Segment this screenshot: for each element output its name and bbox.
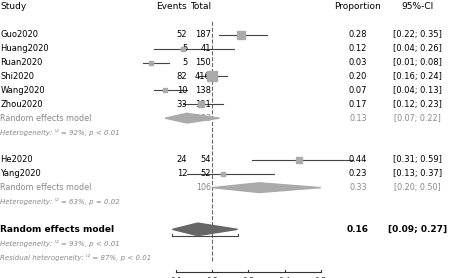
- Polygon shape: [173, 223, 237, 236]
- Text: 0.03: 0.03: [348, 58, 367, 67]
- Text: Random effects model: Random effects model: [0, 114, 92, 123]
- Text: 0.20: 0.20: [349, 72, 367, 81]
- Text: 0.4: 0.4: [279, 277, 291, 278]
- Text: 24: 24: [177, 155, 187, 164]
- Text: 1123: 1123: [191, 114, 211, 123]
- Text: 0.07: 0.07: [348, 86, 367, 95]
- Text: 138: 138: [195, 86, 211, 95]
- Text: 0.1: 0.1: [170, 277, 182, 278]
- Text: Ruan2020: Ruan2020: [0, 58, 43, 67]
- Text: 0.12: 0.12: [349, 44, 367, 53]
- Text: 187: 187: [195, 30, 211, 39]
- Text: 0.33: 0.33: [349, 183, 366, 192]
- Text: 0.28: 0.28: [348, 30, 367, 39]
- Text: 0.16: 0.16: [347, 225, 369, 234]
- Text: Huang2020: Huang2020: [0, 44, 49, 53]
- Text: [0.04; 0.26]: [0.04; 0.26]: [392, 44, 442, 53]
- Text: Guo2020: Guo2020: [0, 30, 38, 39]
- Text: Heterogeneity: ᴵ² = 92%, p < 0.01: Heterogeneity: ᴵ² = 92%, p < 0.01: [0, 128, 120, 136]
- Text: 10: 10: [177, 86, 187, 95]
- Text: [0.13; 0.37]: [0.13; 0.37]: [392, 169, 442, 178]
- Text: 0.44: 0.44: [349, 155, 367, 164]
- Text: Heterogeneity: ᴵ² = 63%, p = 0.02: Heterogeneity: ᴵ² = 63%, p = 0.02: [0, 198, 120, 205]
- Text: Zhou2020: Zhou2020: [0, 100, 43, 109]
- Text: 416: 416: [195, 72, 211, 81]
- Text: 54: 54: [201, 155, 211, 164]
- Text: 191: 191: [195, 100, 211, 109]
- Text: Proportion: Proportion: [335, 3, 381, 11]
- Text: 5: 5: [182, 58, 187, 67]
- Text: [0.22; 0.35]: [0.22; 0.35]: [392, 30, 442, 39]
- Text: Yang2020: Yang2020: [0, 169, 41, 178]
- Text: [0.20; 0.50]: [0.20; 0.50]: [394, 183, 440, 192]
- Text: 0.17: 0.17: [348, 100, 367, 109]
- Text: Shi2020: Shi2020: [0, 72, 35, 81]
- Text: [0.16; 0.24]: [0.16; 0.24]: [392, 72, 442, 81]
- Text: Heterogeneity: ᴵ² = 93%, p < 0.01: Heterogeneity: ᴵ² = 93%, p < 0.01: [0, 240, 120, 247]
- Text: 52: 52: [177, 30, 187, 39]
- Text: [0.09; 0.27]: [0.09; 0.27]: [388, 225, 447, 234]
- Text: [0.07; 0.22]: [0.07; 0.22]: [394, 114, 440, 123]
- Text: 5: 5: [182, 44, 187, 53]
- Text: 95%-CI: 95%-CI: [401, 3, 433, 11]
- Text: 0.3: 0.3: [242, 277, 255, 278]
- Text: 0.13: 0.13: [349, 114, 366, 123]
- Text: Total: Total: [190, 3, 211, 11]
- Text: 0.23: 0.23: [348, 169, 367, 178]
- Text: [0.31; 0.59]: [0.31; 0.59]: [392, 155, 442, 164]
- Text: 33: 33: [176, 100, 187, 109]
- Text: 12: 12: [177, 169, 187, 178]
- Text: 106: 106: [196, 183, 211, 192]
- Text: 0.2: 0.2: [206, 277, 218, 278]
- Text: 150: 150: [195, 58, 211, 67]
- Text: Random effects model: Random effects model: [0, 183, 92, 192]
- Text: Study: Study: [0, 3, 27, 11]
- Text: Events: Events: [156, 3, 187, 11]
- Polygon shape: [212, 183, 321, 193]
- Polygon shape: [165, 113, 219, 123]
- Text: [0.12; 0.23]: [0.12; 0.23]: [392, 100, 442, 109]
- Text: Random effects model: Random effects model: [0, 225, 115, 234]
- Text: 52: 52: [201, 169, 211, 178]
- Text: 0.5: 0.5: [315, 277, 327, 278]
- Text: 41: 41: [201, 44, 211, 53]
- Text: [0.01; 0.08]: [0.01; 0.08]: [392, 58, 442, 67]
- Text: Residual heterogeneity: ᴵ² = 87%, p < 0.01: Residual heterogeneity: ᴵ² = 87%, p < 0.…: [0, 254, 152, 261]
- Text: 1229: 1229: [186, 225, 211, 234]
- Text: 82: 82: [177, 72, 187, 81]
- Text: He2020: He2020: [0, 155, 33, 164]
- Text: [0.04; 0.13]: [0.04; 0.13]: [392, 86, 442, 95]
- Text: Wang2020: Wang2020: [0, 86, 45, 95]
